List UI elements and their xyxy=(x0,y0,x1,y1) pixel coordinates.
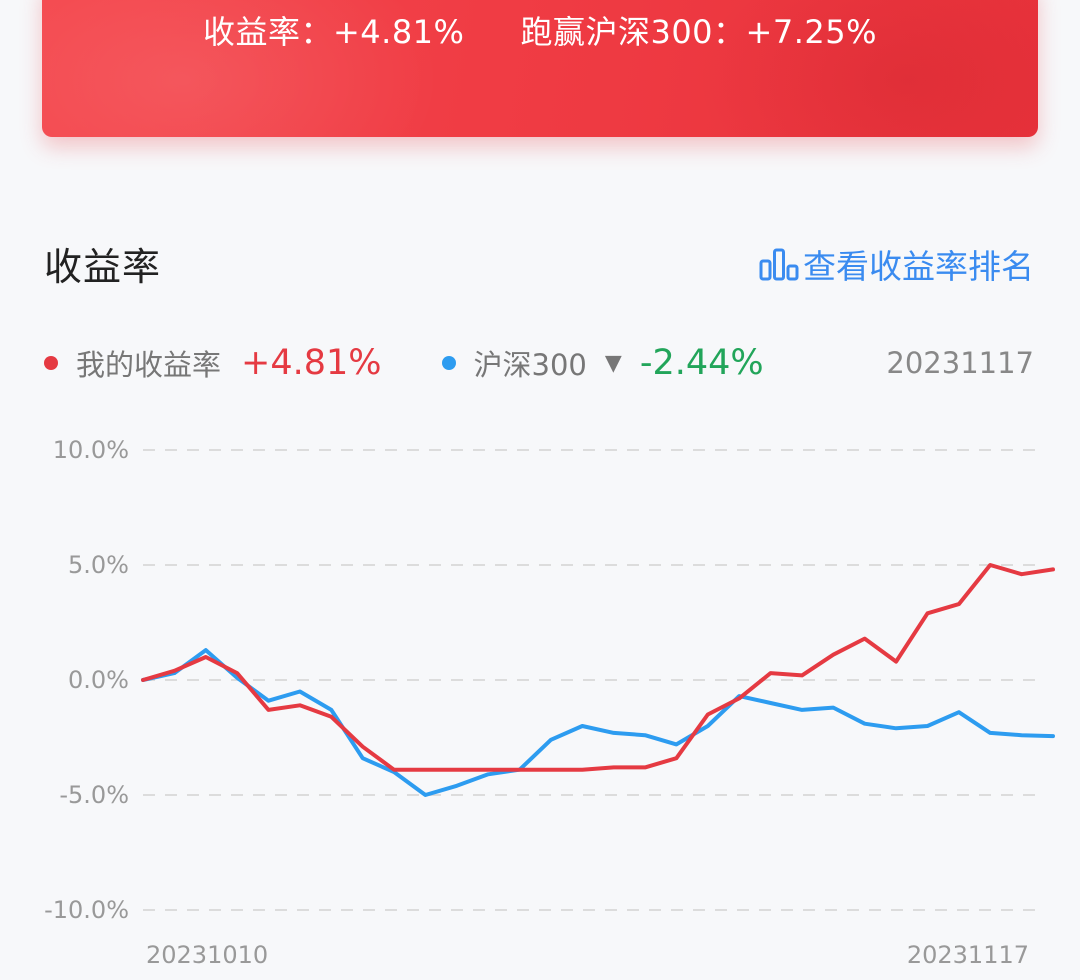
index-return-line xyxy=(141,648,1055,797)
summary-banner: 收益率：+4.81% 跑赢沪深300：+7.25% xyxy=(42,0,1038,137)
section-title: 收益率 xyxy=(44,245,162,289)
mine-return-line xyxy=(141,563,1055,772)
x-start-label: 20231010 xyxy=(146,941,268,969)
banner-beat-text: 跑赢沪深300：+7.25% xyxy=(520,13,878,51)
mine-legend-label: 我的收益率 xyxy=(76,348,222,382)
chart-legend: 我的收益率 +4.81% 沪深300 ▼ -2.44% 20231117 xyxy=(44,338,1034,388)
mine-return-value: +4.81% xyxy=(241,343,382,383)
y-tick-label: -10.0% xyxy=(44,896,129,924)
y-tick-label: 10.0% xyxy=(53,436,129,464)
index-return-value: -2.44% xyxy=(639,343,764,383)
x-end-label: 20231117 xyxy=(907,941,1029,969)
legend-date: 20231117 xyxy=(886,346,1034,380)
index-legend-label: 沪深300 xyxy=(473,348,587,382)
index-legend-dot xyxy=(441,356,456,370)
mine-legend-dot xyxy=(44,356,58,370)
bar-chart-icon xyxy=(759,248,799,281)
dropdown-caret-icon: ▼ xyxy=(604,350,622,376)
banner-return-text: 收益率：+4.81% xyxy=(202,13,465,51)
y-tick-label: -5.0% xyxy=(59,781,129,809)
view-rank-label: 查看收益率排名 xyxy=(803,247,1034,286)
benchmark-selector[interactable]: 沪深300 ▼ xyxy=(441,342,622,384)
view-rank-link[interactable]: 查看收益率排名 xyxy=(759,240,1034,288)
banner-summary: 收益率：+4.81% 跑赢沪深300：+7.25% xyxy=(42,7,1038,53)
y-tick-label: 5.0% xyxy=(68,551,129,579)
y-tick-label: 0.0% xyxy=(68,666,129,694)
return-line-chart: 10.0% 5.0% 0.0% -5.0% -10.0% 20231010 20231117 xyxy=(44,436,1055,969)
